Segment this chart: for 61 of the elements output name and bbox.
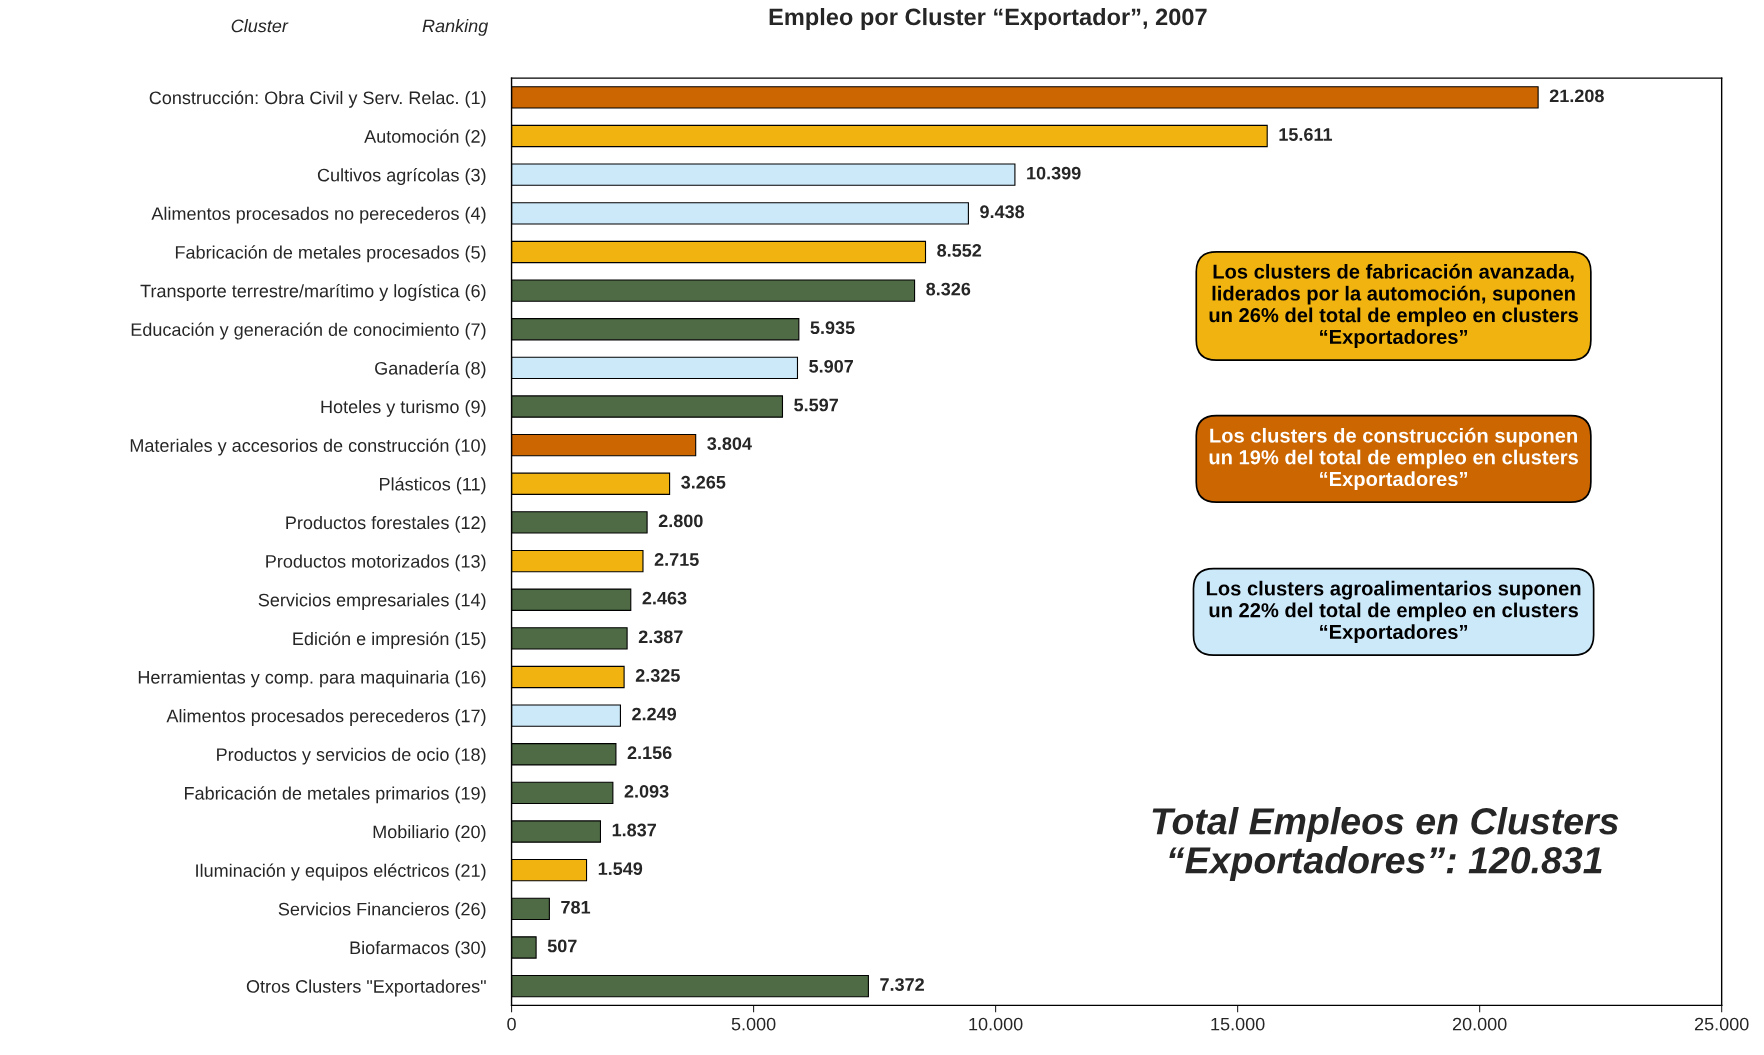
chart-title: Empleo por Cluster “Exportador”, 2007 — [769, 7, 1207, 30]
data-label: 5.597 — [794, 398, 838, 412]
y-tick-label: Otros Clusters "Exportadores" — [246, 979, 486, 997]
data-label: 15.611 — [1279, 128, 1333, 141]
data-label: 2.325 — [635, 669, 680, 682]
x-tick-label: 15.000 — [1211, 1017, 1265, 1031]
y-tick-label: Biofarmacos (30) — [350, 940, 486, 958]
y-tick-label: Fabricación de metales primarios (19) — [185, 786, 486, 804]
y-tick-label: Educación y generación de conocimiento (7) — [131, 322, 486, 340]
annotation: Los clusters agroalimentarios suponen un 22% del total de empleo en clusters “Exportadores” — [1206, 580, 1581, 644]
y-tick-label: Hoteles y turismo (9) — [321, 399, 486, 417]
data-label: 8.326 — [926, 282, 971, 296]
data-label: 2.463 — [642, 591, 687, 605]
y-tick-label: Fabricación de metales procesados (5) — [175, 245, 486, 263]
data-label: 10.399 — [1027, 166, 1081, 180]
y-tick-label: Iluminación y equipos eléctricos (21) — [196, 863, 486, 881]
y-tick-label: Productos motorizados (13) — [266, 554, 486, 572]
text: Ranking — [422, 19, 489, 36]
data-label: 1.549 — [598, 862, 643, 876]
y-tick-label: Productos forestales (12) — [286, 515, 486, 533]
data-label: 2.800 — [658, 514, 703, 528]
data-label: 3.804 — [707, 437, 752, 451]
data-label: 1.837 — [612, 823, 656, 837]
y-tick-label: Plásticos (11) — [380, 477, 486, 495]
y-tick-label: Servicios empresariales (14) — [258, 593, 486, 610]
y-tick-label: Servicios Financieros (26) — [278, 902, 486, 920]
data-label: 781 — [561, 900, 591, 914]
x-tick-label: 5.000 — [731, 1017, 776, 1031]
x-tick-label: 0 — [507, 1017, 516, 1031]
y-tick-label: Alimentos procesados no perecederos (4) — [151, 206, 486, 224]
data-label: 2.387 — [638, 630, 683, 644]
data-label: 7.372 — [880, 978, 924, 991]
y-tick-label: Automoción (2) — [364, 129, 486, 147]
x-tick-label: 10.000 — [969, 1017, 1023, 1031]
y-tick-label: Cultivos agrícolas (3) — [317, 168, 486, 186]
y-tick-label: Ganadería (8) — [375, 361, 486, 379]
data-label: 5.907 — [809, 359, 853, 373]
data-label: 2.249 — [632, 707, 677, 721]
y-tick-label: Edición e impresión (15) — [293, 631, 486, 649]
data-label: 2.156 — [627, 746, 672, 760]
y-tick-label: Materiales y accesorios de construcción (10) — [130, 438, 486, 456]
y-tick-label: Herramientas y comp. para maquinaria (16) — [138, 670, 486, 688]
data-label: 21.208 — [1549, 89, 1604, 103]
x-tick-label: 20.000 — [1452, 1017, 1507, 1031]
text: Cluster — [231, 19, 289, 33]
annotation: Los clusters de fabricación avanzada, liderados por la automoción, suponen un 26% del total de empleo en clusters “Exportadores” — [1209, 263, 1578, 348]
data-label: 3.265 — [681, 475, 726, 489]
data-label: 8.552 — [937, 244, 982, 257]
data-label: 5.935 — [810, 321, 855, 335]
data-label: 507 — [547, 939, 577, 953]
annotation: Total Empleos en Clusters “Exportadores”: 120.831 — [1152, 807, 1619, 881]
data-label: 9.438 — [980, 205, 1025, 219]
y-tick-label: Mobiliario (20) — [373, 825, 486, 842]
y-tick-label: Productos y servicios de ocio (18) — [217, 747, 486, 765]
y-tick-label: Transporte terrestre/marítimo y logística (6) — [140, 283, 486, 301]
x-tick-label: 25.000 — [1694, 1017, 1749, 1031]
y-tick-label: Alimentos procesados perecederos (17) — [166, 709, 486, 726]
annotation: Los clusters de construcción suponen un 19% del total de empleo en clusters “Exportadores” — [1209, 427, 1578, 491]
data-label: 2.715 — [654, 553, 699, 566]
y-tick-label: Construcción: Obra Civil y Serv. Relac. (1) — [149, 90, 486, 108]
data-label: 2.093 — [624, 784, 669, 798]
